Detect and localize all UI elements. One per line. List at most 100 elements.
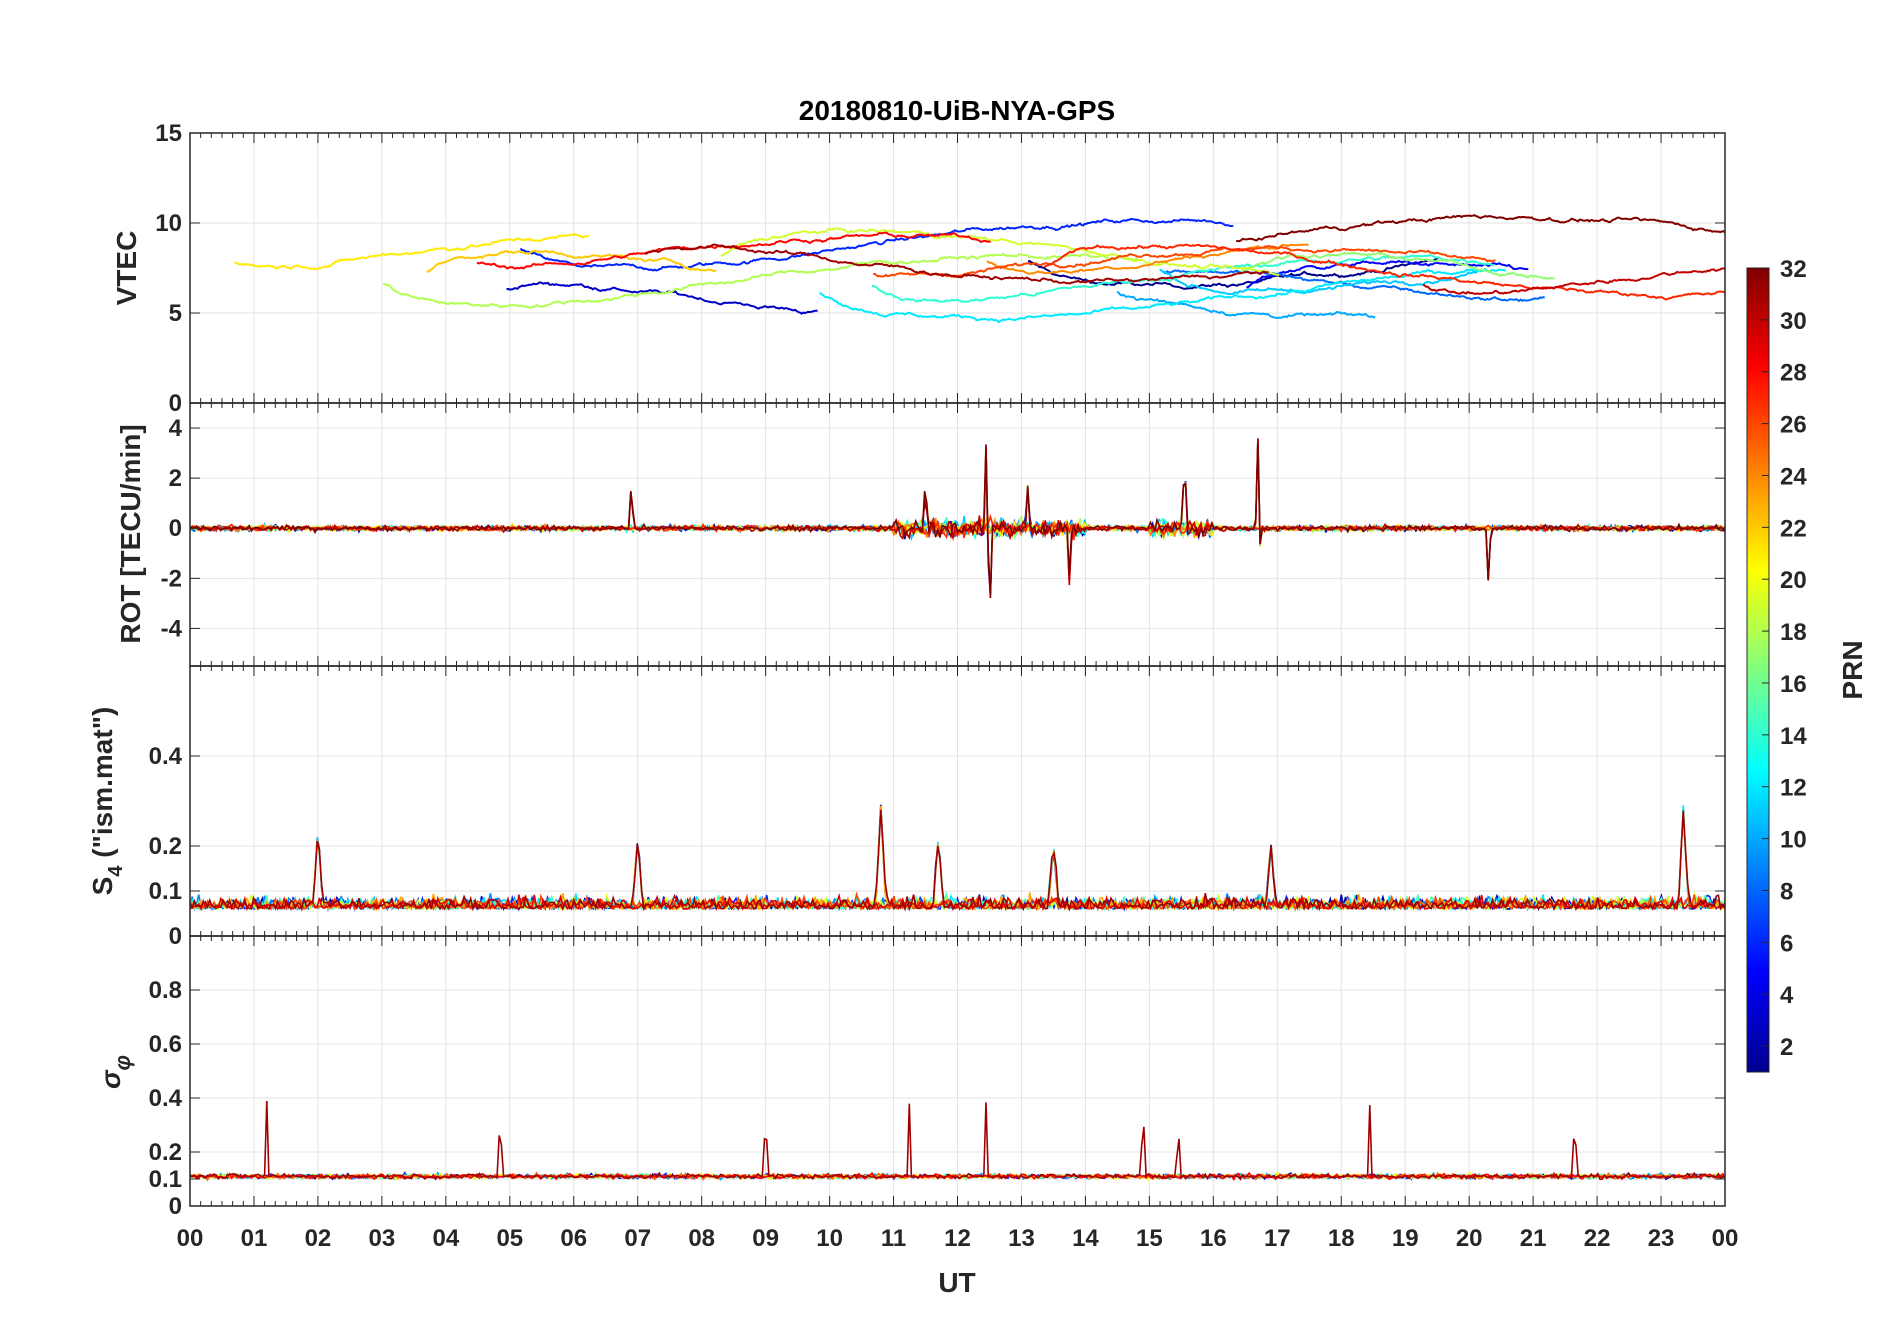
- sigma-phi-series-line: [190, 1100, 1725, 1181]
- grid-sig: [190, 936, 1725, 1207]
- colorbar-tick-label: 26: [1780, 412, 1807, 439]
- vtec-series-line: [1163, 269, 1545, 303]
- x-tick-label: 18: [1328, 1225, 1355, 1252]
- panel-rot: -4 -2 0 2 4 ROT [TECU/min]: [115, 402, 1726, 667]
- x-tick-label: 20: [1456, 1225, 1483, 1252]
- vtec-series-line: [873, 244, 1496, 279]
- ylabel-rot: ROT [TECU/min]: [115, 424, 146, 643]
- y-tick-label: 0.6: [149, 1031, 182, 1058]
- y-tick-label: 0: [169, 515, 182, 542]
- s4-series-line: [190, 809, 1725, 912]
- chart-title: 20180810-UiB-NYA-GPS: [799, 95, 1115, 126]
- y-tick-label: 0.8: [149, 977, 182, 1004]
- x-tick-label: 04: [432, 1225, 459, 1252]
- xticks: 00 01 02 03 04 05 06 07 08 09 10 11 12 13 14 15 16 17 18 19…: [177, 1225, 1739, 1252]
- ylabel-vtec: VTEC: [111, 231, 142, 306]
- y-tick-label: 0.1: [149, 1166, 182, 1193]
- y-tick-label: 0.2: [149, 1139, 182, 1166]
- yticks-vtec: 0 5 10 15: [155, 120, 1726, 417]
- vtec-series-line: [644, 243, 1269, 285]
- y-tick-label: 0.1: [149, 878, 182, 905]
- x-tick-label: 06: [560, 1225, 587, 1252]
- grid-s4: [190, 666, 1725, 937]
- y-tick-label: 0.4: [149, 743, 183, 770]
- x-tick-label: 15: [1136, 1225, 1163, 1252]
- colorbar-label: PRN: [1837, 640, 1868, 699]
- y-tick-label: 0.4: [149, 1085, 183, 1112]
- y-tick-label: 10: [155, 210, 182, 237]
- x-tick-label: 08: [688, 1225, 715, 1252]
- ylabel-sig: σφ: [95, 1055, 135, 1089]
- grid-vtec: [190, 132, 1725, 404]
- x-tick-label: 16: [1200, 1225, 1227, 1252]
- ylabel-s4: S4 ("ism.mat"): [87, 707, 127, 896]
- series-s4: [190, 804, 1725, 912]
- vtec-series-line: [720, 227, 1280, 277]
- x-tick-label: 21: [1520, 1225, 1547, 1252]
- y-tick-label: 5: [169, 300, 182, 327]
- colorbar-tick-label: 32: [1780, 256, 1807, 283]
- series-sig: [190, 1100, 1725, 1182]
- y-tick-label: 15: [155, 120, 182, 147]
- x-tick-label: 19: [1392, 1225, 1419, 1252]
- vtec-series-line: [1246, 259, 1529, 289]
- vtec-series-line: [1027, 257, 1441, 290]
- x-tick-label: 13: [1008, 1225, 1035, 1252]
- colorbar-tick-label: 6: [1780, 930, 1793, 957]
- series-vtec: [234, 214, 1725, 324]
- x-tick-label: 01: [241, 1225, 268, 1252]
- rot-series-line: [190, 441, 1725, 599]
- vtec-series-line: [382, 252, 1138, 310]
- colorbar-tick-label: 8: [1780, 878, 1793, 905]
- colorbar-tick-label: 22: [1780, 515, 1807, 542]
- x-tick-label: 10: [816, 1225, 843, 1252]
- series-rot: [190, 438, 1725, 599]
- x-tick-label: 12: [944, 1225, 971, 1252]
- x-tick-label: 05: [496, 1225, 523, 1252]
- x-tick-label: 23: [1648, 1225, 1675, 1252]
- x-axis-label: UT: [938, 1267, 975, 1298]
- vtec-series-line: [1236, 214, 1725, 243]
- x-tick-label: 07: [624, 1225, 651, 1252]
- colorbar-tick-label: 10: [1780, 827, 1807, 854]
- colorbar-tick-label: 18: [1780, 619, 1807, 646]
- vtec-series-line: [819, 267, 1506, 324]
- panel-s4: 0 0.1 0.2 0.4 S4 ("ism.mat"): [87, 665, 1726, 950]
- colorbar-tick-label: 12: [1780, 775, 1807, 802]
- yticks-s4: 0 0.1 0.2 0.4: [149, 666, 1726, 950]
- y-tick-label: 2: [169, 465, 182, 492]
- vtec-series-line: [425, 249, 717, 274]
- colorbar-tick-label: 28: [1780, 360, 1807, 387]
- colorbar-tick-label: 2: [1780, 1034, 1793, 1061]
- colorbar-tick-label: 16: [1780, 671, 1807, 698]
- x-tick-label: 14: [1072, 1225, 1099, 1252]
- x-tick-label: 09: [752, 1225, 779, 1252]
- vtec-series-line: [519, 217, 1234, 272]
- vtec-series-line: [1422, 267, 1725, 295]
- x-tick-label: 00: [1712, 1225, 1739, 1252]
- panel-vtec: 0 5 10 15 VTEC: [111, 120, 1726, 417]
- y-tick-label: 0.2: [149, 833, 182, 860]
- colorbar-tick-label: 30: [1780, 308, 1807, 335]
- x-tick-label: 02: [305, 1225, 332, 1252]
- panel-sigma-phi: 00.10.2 0.4 0.6 0.8 σφ: [95, 935, 1726, 1220]
- x-tick-label: 11: [881, 1225, 906, 1252]
- vtec-series-line: [986, 243, 1309, 275]
- y-tick-label: 0: [169, 390, 182, 417]
- y-tick-label: -2: [161, 565, 182, 592]
- y-tick-label: 0: [169, 923, 182, 950]
- colorbar-gradient: [1746, 267, 1770, 1073]
- vtec-series-line: [1159, 268, 1482, 296]
- vtec-series-line: [506, 281, 818, 315]
- x-tick-label: 17: [1264, 1225, 1291, 1252]
- x-tick-label: 03: [369, 1225, 396, 1252]
- y-tick-label: 4: [169, 415, 183, 442]
- vtec-series-line: [1043, 243, 1725, 301]
- x-tick-label: 00: [177, 1225, 204, 1252]
- vtec-series-line: [234, 232, 590, 271]
- y-tick-label: -4: [161, 615, 183, 642]
- colorbar-tick-label: 14: [1780, 723, 1807, 750]
- colorbar-tick-label: 4: [1780, 982, 1794, 1009]
